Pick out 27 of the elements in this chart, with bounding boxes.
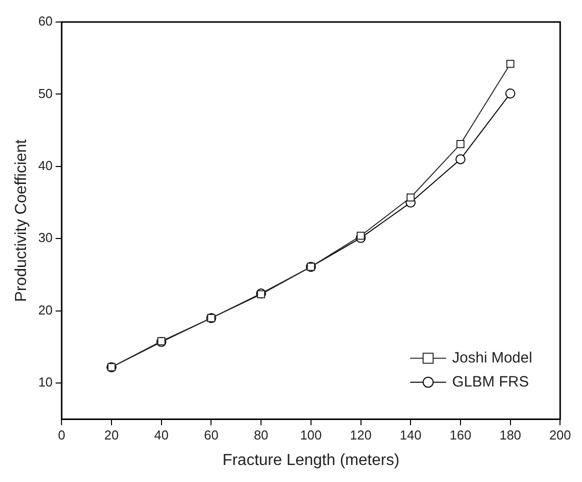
x-tick-label: 160	[450, 428, 472, 443]
x-tick-label: 200	[549, 428, 572, 443]
point	[356, 232, 365, 240]
y-tick-label: 20	[38, 302, 53, 318]
x-tick-label: 20	[104, 428, 119, 443]
x-tick-label: 80	[254, 428, 268, 443]
y-tick-label: 40	[38, 158, 53, 174]
legend-label: Joshi Model	[452, 349, 532, 366]
y-tick-label: 50	[38, 86, 53, 101]
point	[456, 140, 464, 148]
x-axis-title: Fracture Length (meters)	[222, 452, 400, 469]
point	[455, 154, 466, 164]
x-tick-label: 180	[499, 428, 522, 443]
x-tick-label: 100	[300, 428, 322, 443]
y-tick-label: 60	[38, 14, 53, 29]
point	[505, 88, 516, 98]
x-tick-label: 40	[154, 428, 169, 443]
point	[406, 193, 415, 202]
y-axis-title: Productivity Coefficient	[13, 138, 30, 302]
legend-label: GLBM FRS	[452, 373, 529, 390]
y-tick-label: 10	[38, 374, 53, 390]
y-tick-label: 30	[38, 230, 53, 246]
x-tick-label: 140	[400, 428, 422, 443]
x-tick-label: 120	[350, 428, 372, 443]
x-tick-label: 60	[204, 428, 218, 443]
x-tick-label: 0	[58, 428, 66, 443]
point	[506, 60, 514, 68]
